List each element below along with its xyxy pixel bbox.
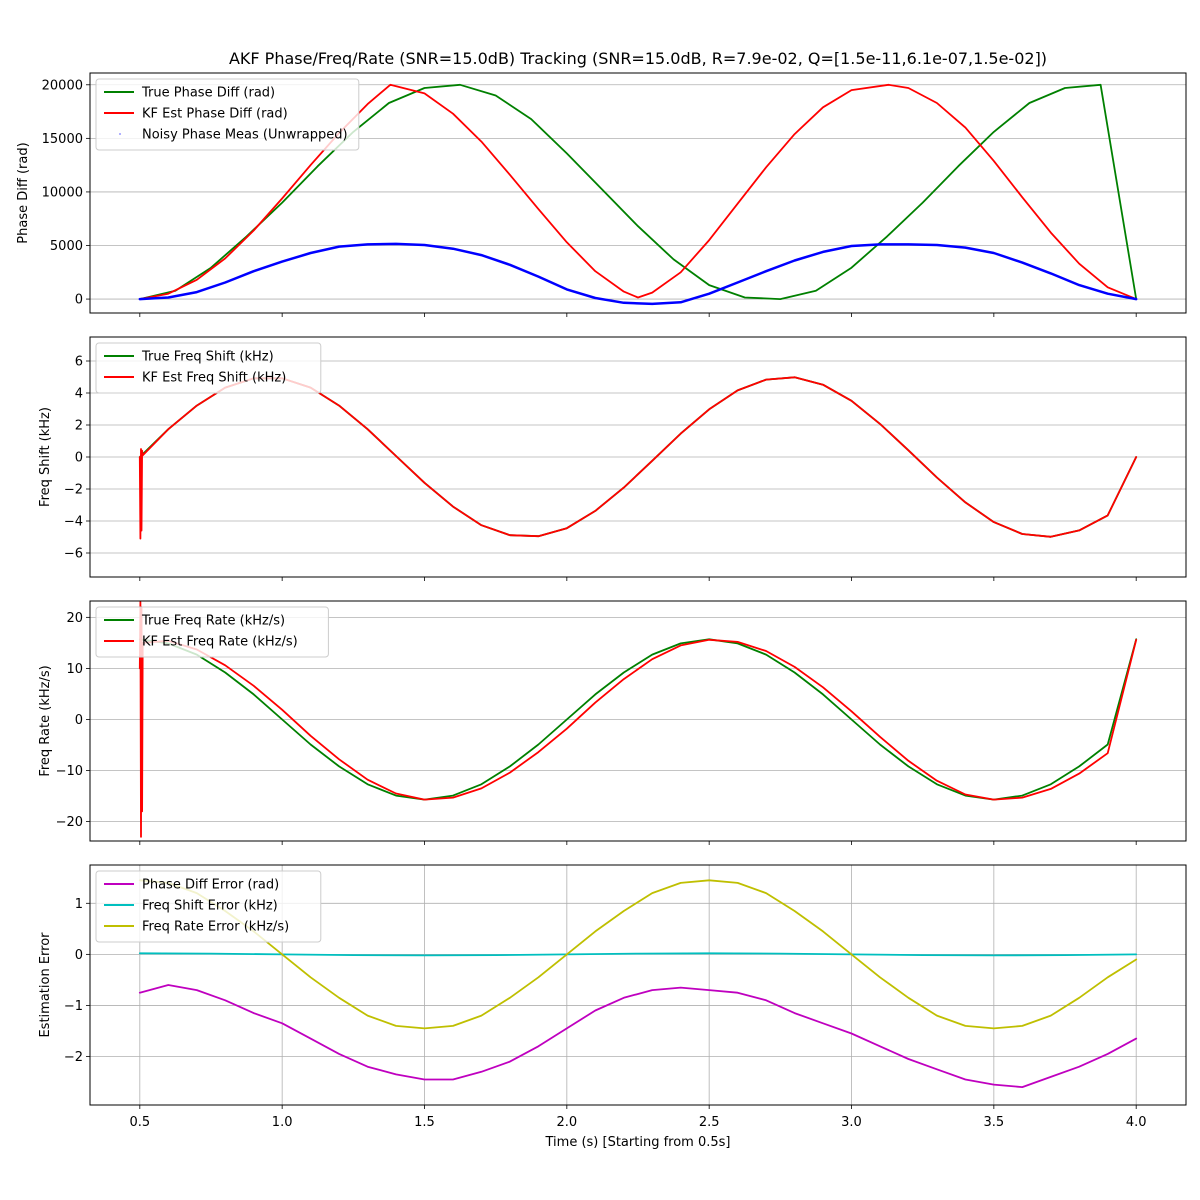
subplot-1: 0 5000 10000 15000 20000 Phase Diff (rad) AKF … — [16, 49, 1187, 317]
y-axis-label: Freq Shift (kHz) — [38, 407, 53, 507]
y-tick-label: −6 — [64, 547, 83, 562]
x-axis-label: Time (s) [Starting from 0.5s] — [545, 1135, 731, 1150]
series-line-2 — [138, 952, 1138, 957]
y-tick-label: −4 — [64, 515, 83, 530]
legend-entry: Phase Diff Error (rad) — [142, 878, 279, 893]
subplot-3: −20 −10 0 10 20 Freq Rate (kHz/s) True Freq Ra… — [38, 600, 1187, 845]
y-tick-label: 0 — [75, 293, 83, 308]
y-tick-label: −20 — [56, 815, 83, 830]
chart-title: AKF Phase/Freq/Rate (SNR=15.0dB) Trackin… — [229, 49, 1047, 68]
y-tick-label: 20000 — [42, 78, 83, 93]
x-tick-label: 2.5 — [699, 1115, 720, 1130]
y-tick-label: 2 — [75, 419, 83, 434]
series-line-1 — [138, 83, 1138, 300]
y-tick-label: 5000 — [50, 239, 83, 254]
legend-entry: True Phase Diff (rad) — [141, 86, 275, 101]
legend: True Phase Diff (rad) KF Est Phase Diff (… — [95, 78, 360, 151]
y-axis-label: Phase Diff (rad) — [16, 142, 31, 243]
y-tick-label: 0 — [75, 713, 83, 728]
x-tick-label: 1.0 — [272, 1115, 293, 1130]
x-tick-label: 0.5 — [129, 1115, 150, 1130]
y-tick-label: 15000 — [42, 132, 83, 147]
legend-swatch — [119, 133, 121, 135]
series-line-3 — [138, 879, 1138, 1030]
series-line-1 — [138, 984, 1138, 1088]
legend-frame — [95, 78, 360, 151]
y-tick-label: −10 — [56, 764, 83, 779]
y-tick-label: 10 — [66, 662, 83, 677]
x-tick-label: 3.0 — [841, 1115, 862, 1130]
legend-entry: True Freq Rate (kHz/s) — [141, 614, 285, 629]
legend: True Freq Shift (kHz) KF Est Freq Shift (… — [95, 342, 322, 394]
y-tick-label: −1 — [64, 999, 83, 1014]
legend: True Freq Rate (kHz/s) KF Est Freq Rate (… — [95, 606, 329, 658]
legend-entry: True Freq Shift (kHz) — [141, 350, 274, 365]
y-tick-label: 0 — [75, 451, 83, 466]
legend-frame — [95, 342, 322, 394]
y-axis-label: Estimation Error — [38, 932, 53, 1038]
y-tick-label: −2 — [64, 1050, 83, 1065]
subplot-2: −6 −4 −2 0 2 4 6 Freq Shift (kHz) True Freq Shif… — [38, 336, 1187, 581]
axes-frame — [89, 600, 1187, 842]
subplot-4: −2 −1 0 1 0.5 1.0 1.5 2.0 2.5 3.0 3.5 4.0 Estimation… — [38, 864, 1187, 1150]
y-tick-label: 0 — [75, 948, 83, 963]
legend-entry: Freq Rate Error (kHz/s) — [142, 920, 289, 935]
axes-frame — [89, 72, 1187, 314]
y-tick-label: 4 — [75, 387, 83, 402]
x-tick-label: 3.5 — [984, 1115, 1005, 1130]
legend-frame — [95, 870, 322, 943]
legend: Phase Diff Error (rad) Freq Shift Error (… — [95, 870, 322, 943]
y-tick-label: 6 — [75, 355, 83, 370]
series-line-1 — [138, 638, 1138, 801]
legend-frame — [95, 606, 329, 658]
x-tick-label: 1.5 — [414, 1115, 435, 1130]
y-tick-label: 20 — [66, 611, 83, 626]
legend-entry: KF Est Phase Diff (rad) — [142, 107, 288, 122]
axes-frame — [89, 864, 1187, 1106]
legend-entry: KF Est Freq Shift (kHz) — [142, 371, 286, 386]
x-tick-label: 4.0 — [1126, 1115, 1147, 1130]
legend-entry: Freq Shift Error (kHz) — [142, 899, 278, 914]
y-tick-label: 1 — [75, 897, 83, 912]
x-tick-label: 2.0 — [556, 1115, 577, 1130]
series-line-3 — [138, 242, 1138, 306]
legend-entry: Noisy Phase Meas (Unwrapped) — [142, 128, 348, 143]
y-axis-label: Freq Rate (kHz/s) — [38, 665, 53, 776]
series-line-2 — [138, 376, 1138, 540]
y-tick-label: −2 — [64, 483, 83, 498]
legend-entry: KF Est Freq Rate (kHz/s) — [142, 635, 298, 650]
y-tick-label: 10000 — [42, 185, 83, 200]
series-line-2 — [138, 83, 1138, 300]
